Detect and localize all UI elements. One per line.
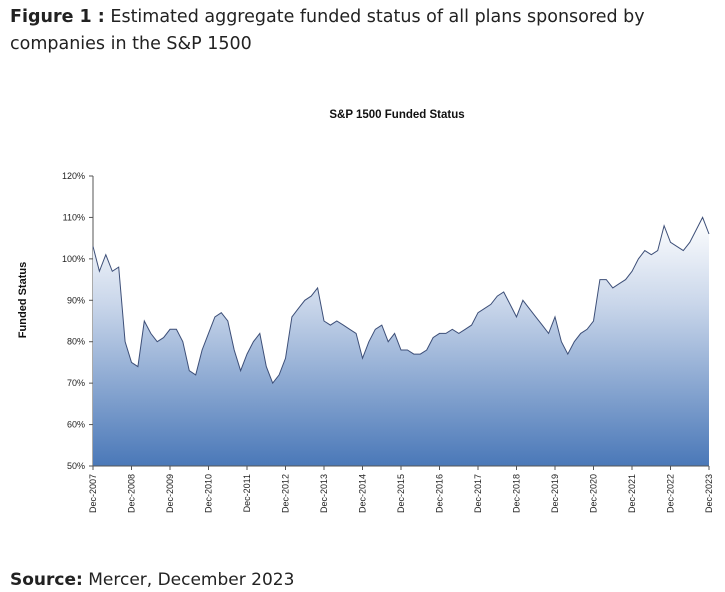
x-tick-label: Dec-2013 — [319, 474, 329, 513]
y-tick-label: 60% — [67, 420, 85, 430]
caption: Figure 1 : Estimated aggregate funded st… — [10, 4, 720, 58]
x-tick-label: Dec-2021 — [627, 474, 637, 513]
x-tick-label: Dec-2007 — [88, 474, 98, 513]
x-tick-label: Dec-2022 — [666, 474, 676, 513]
y-axis-label: Funded Status — [17, 262, 29, 338]
caption-text: Estimated aggregate funded status of all… — [10, 7, 645, 54]
x-tick-label: Dec-2015 — [396, 474, 406, 513]
x-tick-label: Dec-2023 — [704, 474, 714, 513]
y-tick-label: 120% — [62, 171, 85, 181]
x-tick-label: Dec-2012 — [281, 474, 291, 513]
x-tick-label: Dec-2020 — [589, 474, 599, 513]
y-tick-label: 100% — [62, 254, 85, 264]
x-tick-label: Dec-2016 — [435, 474, 445, 513]
area — [93, 217, 709, 466]
x-tick-label: Dec-2018 — [512, 474, 522, 513]
line — [92, 216, 710, 385]
x-tick-label: Dec-2017 — [473, 474, 483, 513]
caption-label: Figure 1 : — [10, 7, 105, 27]
x-tick-label: Dec-2011 — [242, 474, 252, 512]
x-tick-label: Dec-2010 — [204, 474, 214, 513]
chart-title: S&P 1500 Funded Status — [329, 109, 464, 121]
y-tick-label: 50% — [67, 461, 85, 471]
y-tick-label: 110% — [63, 212, 85, 222]
x-tick-label: Dec-2008 — [127, 474, 137, 513]
x-tick-label: Dec-2019 — [550, 474, 560, 513]
x-tick-label: Dec-2014 — [358, 474, 368, 513]
source-label: Source: — [10, 570, 83, 590]
y-tick-label: 90% — [67, 295, 85, 305]
source-text: Mercer, December 2023 — [88, 570, 295, 590]
source: Source: Mercer, December 2023 — [10, 570, 294, 590]
y-tick-label: 80% — [67, 337, 85, 347]
y-tick-label: 70% — [67, 378, 85, 388]
x-tick-label: Dec-2009 — [165, 474, 175, 513]
